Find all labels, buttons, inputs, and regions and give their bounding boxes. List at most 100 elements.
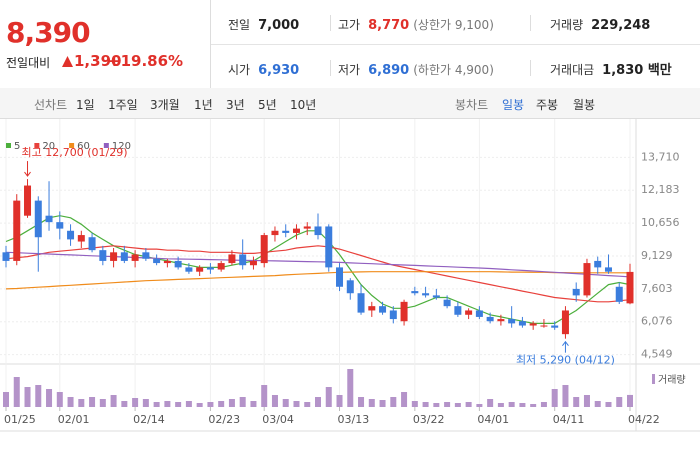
candle-body — [2, 252, 10, 261]
divider — [210, 0, 211, 88]
volume-bar — [239, 397, 246, 407]
period-button[interactable]: 5년 — [258, 98, 277, 112]
candle-body — [34, 200, 42, 238]
x-tick-label: 04/01 — [477, 413, 509, 426]
x-tick-label: 02/01 — [58, 413, 90, 426]
volume-bar — [24, 387, 31, 407]
y-tick-label: 4,549 — [641, 348, 673, 361]
volume-bar — [454, 403, 461, 407]
divider — [330, 60, 331, 76]
stat-label: 저가 — [338, 63, 361, 77]
candle-body — [217, 263, 225, 270]
volume-bar — [196, 403, 203, 407]
legend-label: 120 — [112, 141, 131, 152]
candle-period-button[interactable]: 주봉 — [536, 98, 559, 112]
candle-body — [389, 310, 397, 320]
stat: 시가 6,930 — [228, 59, 299, 78]
volume-bar — [218, 401, 225, 407]
volume-bar — [401, 392, 408, 407]
stat: 저가 6,890 (하한가 4,900) — [338, 59, 494, 78]
legend-swatch — [69, 143, 75, 148]
volume-bar — [315, 397, 321, 407]
candle-body — [228, 254, 236, 264]
volume-bar — [35, 385, 42, 407]
volume-bar — [175, 402, 182, 407]
period-button[interactable]: 3년 — [226, 98, 245, 112]
candle-body — [368, 306, 376, 311]
candle-body — [561, 310, 569, 335]
moving-average — [5, 251, 631, 278]
candle-period-button[interactable]: 월봉 — [573, 98, 596, 112]
stat-label: 거래대금 — [550, 63, 595, 77]
x-tick-label: 02/23 — [208, 413, 240, 426]
candle-body — [583, 263, 591, 296]
volume-bar — [207, 402, 214, 407]
candle-body — [196, 267, 204, 272]
period-button[interactable]: 1주일 — [108, 98, 138, 112]
candle-body — [260, 235, 268, 264]
volume-bar — [110, 395, 117, 407]
y-tick-label: 13,710 — [641, 150, 680, 163]
candle-body — [185, 267, 193, 272]
volume-bar — [185, 401, 192, 407]
volume-bar — [325, 387, 332, 407]
stat-label: 시가 — [228, 63, 251, 77]
candle-body — [422, 293, 430, 296]
moving-average — [5, 271, 630, 290]
legend-swatch — [103, 143, 109, 148]
volume-bar — [519, 403, 526, 407]
arrow-head — [562, 340, 569, 346]
period-button[interactable]: 1일 — [76, 98, 95, 112]
candle-body — [551, 325, 559, 328]
volume-bar — [46, 389, 53, 407]
period-button[interactable]: 10년 — [290, 98, 317, 112]
arrow-head — [24, 171, 31, 177]
volume-bar — [250, 401, 257, 407]
volume-bar — [99, 399, 106, 407]
candle-body — [99, 250, 107, 261]
low-annotation: 최저 5,290 (04/12) — [516, 354, 615, 367]
volume-bar — [497, 403, 504, 407]
volume-bar — [293, 401, 300, 407]
volume-bar — [508, 402, 515, 407]
volume-bar — [530, 404, 537, 407]
volume-bar — [390, 397, 397, 407]
candle-body — [508, 319, 516, 324]
candle-body — [120, 252, 128, 261]
stat-value: 1,830 백만 — [602, 63, 672, 78]
candle-body — [540, 325, 548, 327]
candle-body — [626, 271, 634, 304]
candle-body — [131, 254, 139, 261]
period-button[interactable]: 1년 — [194, 98, 213, 112]
high-annotation: 최고 12,700 (01/29) — [22, 146, 128, 159]
legend-swatch — [652, 374, 655, 384]
candle-body — [271, 230, 279, 236]
candle-body — [325, 226, 333, 268]
volume-bar — [271, 395, 278, 407]
candle-body — [594, 260, 602, 268]
volume-bar — [379, 400, 386, 407]
up-icon — [62, 56, 73, 67]
volume-bar — [594, 401, 601, 407]
candle-body — [249, 260, 257, 266]
candle-body — [45, 215, 53, 223]
x-tick-label: 04/22 — [628, 413, 660, 426]
candle-body — [206, 267, 214, 270]
volume-bar — [3, 392, 9, 407]
volume-bar — [465, 402, 472, 407]
candle-body — [77, 235, 85, 242]
candle-period-button[interactable]: 일봉 — [502, 98, 525, 112]
stat: 고가 8,770 (상한가 9,100) — [338, 14, 494, 33]
stat-note: (상한가 9,100) — [413, 18, 494, 32]
candle-body — [529, 323, 537, 326]
stat: 전일 7,000 — [228, 14, 299, 33]
volume-bar — [476, 404, 483, 407]
stat: 거래량 229,248 — [550, 14, 650, 33]
volume-bar — [616, 397, 623, 407]
stat-value: 8,770 — [368, 18, 410, 33]
volume-label: 거래량 — [658, 374, 686, 386]
volume-bar — [336, 395, 343, 407]
stat-note: (하한가 4,900) — [413, 63, 494, 77]
volume-bar — [142, 399, 149, 407]
period-button[interactable]: 3개월 — [150, 98, 180, 112]
